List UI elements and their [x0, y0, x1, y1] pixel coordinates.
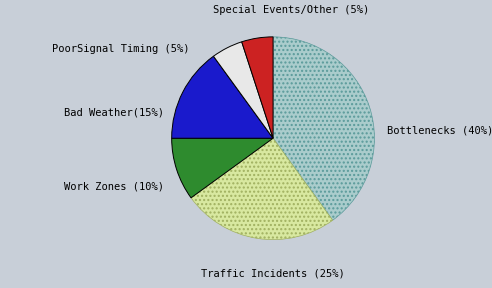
Text: Traffic Incidents (25%): Traffic Incidents (25%) — [201, 268, 345, 278]
Wedge shape — [172, 138, 273, 198]
Text: PoorSignal Timing (5%): PoorSignal Timing (5%) — [53, 44, 190, 54]
Wedge shape — [273, 37, 374, 220]
Wedge shape — [191, 138, 333, 240]
Text: Bottlenecks (40%): Bottlenecks (40%) — [387, 125, 492, 135]
Text: Work Zones (10%): Work Zones (10%) — [63, 182, 163, 192]
Wedge shape — [172, 56, 273, 138]
Wedge shape — [242, 37, 273, 138]
Wedge shape — [214, 42, 273, 138]
Text: Special Events/Other (5%): Special Events/Other (5%) — [213, 5, 369, 15]
Text: Bad Weather(15%): Bad Weather(15%) — [63, 108, 163, 118]
